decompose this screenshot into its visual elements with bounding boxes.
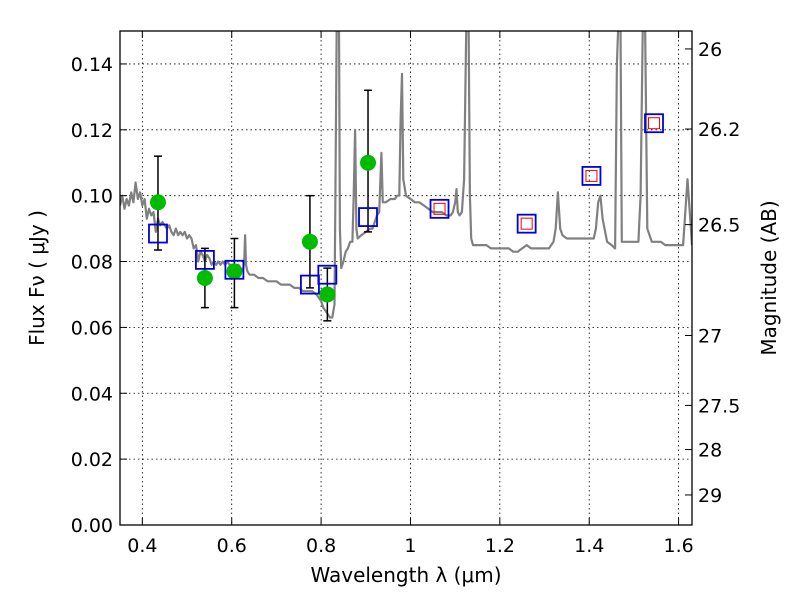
observed-point: [301, 233, 318, 250]
y-tick-label: 0.08: [71, 252, 113, 274]
model-photometry-square: [195, 249, 215, 270]
model-photometry-square: [148, 223, 168, 244]
y2-tick-label: 26: [698, 39, 722, 61]
tick-labels: 0.4 0.6 0.8 1 1.2 1.4 1.6 0.00 0.02 0.04 0.06 0.08 0…: [71, 39, 741, 557]
y-tick-label: 0.02: [71, 449, 113, 471]
y-tick-label: 0.10: [71, 186, 113, 208]
y2-tick-label: 26.5: [698, 215, 740, 237]
upper-limit-square: [520, 217, 533, 230]
observed-point: [319, 286, 336, 303]
y2-tick-label: 27.5: [698, 395, 740, 417]
x-tick-label: 0.6: [217, 535, 247, 557]
plot-area: [120, 31, 692, 525]
model-photometry-square: [429, 198, 450, 219]
observed-point: [226, 263, 243, 280]
x-axis-label: Wavelength λ (μm): [310, 563, 501, 587]
observed-point: [149, 194, 166, 211]
x-tick-label: 1.2: [485, 535, 515, 557]
model-photometry-square: [581, 166, 602, 186]
y2-axis-label: Magnitude (AB): [757, 200, 781, 355]
x-tick-label: 1: [404, 535, 416, 557]
model-photometry-square: [224, 259, 245, 280]
upper-limit-square: [585, 169, 598, 182]
y2-tick-label: 26.2: [698, 119, 740, 141]
model-photometry-square: [644, 113, 664, 134]
upper-limit-square: [648, 117, 661, 130]
y-tick-label: 0.12: [71, 120, 113, 142]
x-tick-label: 1.6: [663, 535, 693, 557]
x-tick-label: 0.4: [127, 535, 157, 557]
plot-frame: [119, 30, 693, 526]
y-tick-label: 0.06: [71, 317, 113, 339]
x-tick-label: 0.8: [306, 535, 336, 557]
ticks: [120, 31, 692, 526]
observed-point: [196, 270, 213, 286]
x-tick-label: 1.4: [574, 535, 604, 557]
observed-point: [360, 154, 377, 171]
y-tick-label: 0.14: [71, 54, 113, 76]
y-tick-label: 0.00: [71, 515, 113, 537]
model-photometry-square: [317, 264, 338, 285]
y-tick-label: 0.04: [71, 383, 113, 405]
plot-content: [120, 31, 692, 322]
model-photometry-square: [516, 213, 537, 234]
y2-tick-label: 28: [698, 440, 722, 462]
upper-limit-square: [433, 202, 446, 215]
y2-tick-label: 29: [698, 485, 722, 507]
y2-tick-label: 27: [698, 325, 722, 347]
model-photometry-square: [358, 207, 378, 227]
y-axis-label: Flux Fν ( μJy ): [25, 210, 49, 346]
